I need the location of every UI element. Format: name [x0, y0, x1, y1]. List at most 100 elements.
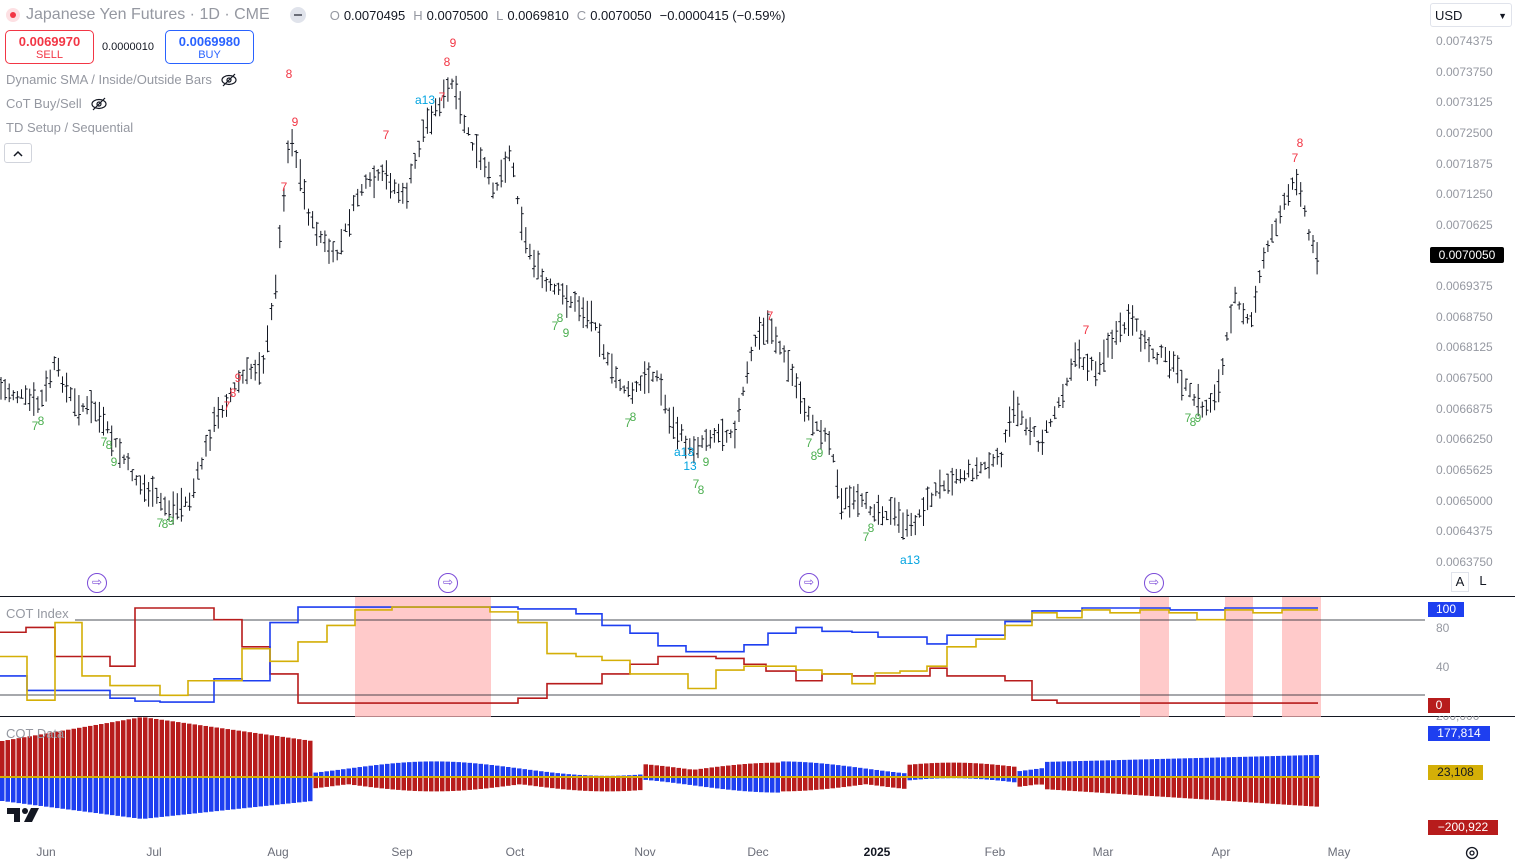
price-bar: [687, 438, 692, 454]
price-bar: [126, 452, 131, 471]
price-bar: [269, 302, 274, 321]
chevron-down-icon: ▼: [1498, 11, 1507, 21]
cot-data-bar: [434, 777, 439, 792]
price-bar: [1253, 285, 1258, 313]
td-sequential-label: 8: [557, 311, 564, 325]
cot-data-bar: [1177, 777, 1182, 798]
cot-data-bar: [1061, 777, 1066, 791]
cot-data-bar: [676, 777, 681, 784]
cot-data-bar: [1056, 777, 1061, 791]
cot-data-bar: [572, 777, 577, 791]
collapse-legend-icon[interactable]: [289, 7, 306, 23]
pane-separator[interactable]: [0, 716, 1515, 717]
td-sequential-label: 8: [811, 449, 818, 463]
cot-data-bar: [203, 725, 208, 777]
cot-data-bar: [786, 777, 791, 792]
cot-data-bar: [423, 761, 428, 777]
event-icon[interactable]: ⇨: [438, 573, 458, 593]
cot-data-bar: [1045, 761, 1050, 777]
event-icon[interactable]: ⇨: [87, 573, 107, 593]
cot-data-pane[interactable]: [0, 717, 1430, 840]
cot-data-bar: [99, 777, 104, 814]
cot-data-bar: [423, 777, 428, 792]
cot-data-bar: [484, 764, 489, 777]
price-bar: [212, 406, 217, 432]
price-bar: [23, 385, 28, 405]
price-bar: [1175, 355, 1180, 384]
cot-index-pane[interactable]: [0, 597, 1430, 717]
cot-data-bar: [506, 777, 511, 786]
cot-data-bar: [352, 767, 357, 777]
cot-data-bar: [445, 761, 450, 777]
spread-value: 0.0000010: [102, 41, 154, 53]
indicator-td-setup[interactable]: TD Setup / Sequential: [6, 120, 134, 135]
cot-data-bar: [786, 761, 791, 777]
td-sequential-label: 8: [698, 483, 705, 497]
price-bar: [7, 383, 12, 403]
currency-select[interactable]: USD ▼: [1430, 3, 1512, 27]
price-bar: [433, 98, 438, 117]
buy-button[interactable]: 0.0069980 BUY: [165, 30, 254, 64]
eye-hidden-icon[interactable]: [220, 73, 238, 87]
cot-data-bar: [550, 777, 555, 789]
indicator-dynamic-sma[interactable]: Dynamic SMA / Inside/Outside Bars: [6, 72, 238, 87]
cot-data-bar: [968, 762, 973, 777]
cot-data-bar: [984, 763, 989, 777]
price-bar: [589, 300, 594, 332]
cot-data-bar: [11, 739, 16, 777]
cot-data-bar: [1050, 777, 1055, 790]
sell-button[interactable]: 0.0069970 SELL: [5, 30, 94, 64]
event-icon[interactable]: ⇨: [799, 573, 819, 593]
td-sequential-label: 9: [111, 455, 118, 469]
cot-data-bar: [357, 767, 362, 777]
symbol-title[interactable]: Japanese Yen Futures · 1D · CME: [26, 6, 270, 23]
price-bar: [1278, 205, 1283, 224]
cot-data-bar: [38, 777, 43, 806]
eye-hidden-icon[interactable]: [90, 97, 108, 111]
price-bar: [1052, 406, 1057, 420]
cot-data-bar: [231, 777, 236, 810]
log-scale-button[interactable]: L: [1479, 573, 1487, 588]
cot-data-bar: [22, 777, 27, 804]
price-bar: [331, 241, 336, 263]
cot-data-bar: [1182, 758, 1187, 777]
time-tick-label: Jul: [146, 845, 162, 859]
collapse-indicators-button[interactable]: [4, 143, 32, 163]
cot-data-bar: [643, 764, 648, 777]
price-bar: [868, 505, 873, 516]
cot-data-bar: [764, 762, 769, 777]
cot-data-bar: [1298, 755, 1303, 777]
cot-data-bar: [27, 777, 32, 805]
price-bar: [630, 382, 635, 404]
cot-data-bar: [264, 734, 269, 777]
cot-data-bar: [297, 777, 302, 803]
tradingview-logo[interactable]: [7, 806, 41, 829]
price-bar: [1007, 406, 1012, 437]
event-icon[interactable]: ⇨: [1144, 573, 1164, 593]
auto-scale-button[interactable]: A: [1451, 572, 1469, 592]
cot-data-bar: [594, 777, 599, 792]
price-bar: [847, 485, 852, 518]
cot-data-bar: [319, 771, 324, 777]
cot-data-bar: [396, 777, 401, 790]
price-bar: [429, 105, 434, 135]
cot-data-bar: [1287, 755, 1292, 777]
cot-data-bar: [511, 777, 516, 786]
cot-data-bar: [286, 777, 291, 804]
cot-data-bar: [99, 724, 104, 777]
cot-data-bar: [792, 761, 797, 777]
price-bar: [302, 179, 307, 210]
cot-data-bar: [445, 777, 450, 792]
cot-data-bar: [1210, 757, 1215, 777]
settings-gear-icon[interactable]: [1464, 845, 1480, 861]
cot-data-bar: [555, 773, 560, 777]
cot-data-bar: [1193, 758, 1198, 777]
td-sequential-label: 7: [1292, 151, 1299, 165]
td-sequential-label: 7: [157, 516, 164, 530]
price-bar: [597, 323, 602, 357]
indicator-cot-buysell[interactable]: CoT Buy/Sell: [6, 96, 108, 111]
cot-data-bar: [209, 726, 214, 777]
cot-data-bar: [852, 767, 857, 777]
pane-separator[interactable]: [0, 596, 1515, 597]
